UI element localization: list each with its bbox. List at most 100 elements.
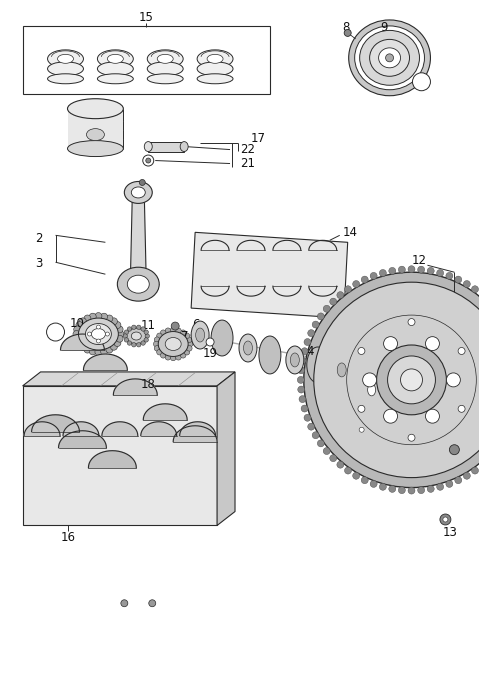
Ellipse shape bbox=[132, 332, 141, 340]
Text: 5: 5 bbox=[386, 368, 393, 382]
Circle shape bbox=[206, 338, 214, 346]
Text: 4: 4 bbox=[306, 346, 313, 359]
Circle shape bbox=[344, 30, 351, 37]
Ellipse shape bbox=[48, 62, 84, 76]
Circle shape bbox=[301, 405, 308, 412]
Ellipse shape bbox=[337, 363, 346, 377]
Circle shape bbox=[144, 330, 148, 335]
Ellipse shape bbox=[207, 55, 223, 63]
Circle shape bbox=[76, 322, 83, 328]
Circle shape bbox=[446, 373, 460, 387]
Ellipse shape bbox=[387, 356, 435, 404]
Polygon shape bbox=[173, 426, 217, 442]
Circle shape bbox=[96, 325, 100, 329]
Polygon shape bbox=[23, 372, 235, 386]
Text: 6: 6 bbox=[192, 317, 200, 331]
Ellipse shape bbox=[197, 74, 233, 83]
Circle shape bbox=[165, 328, 171, 333]
Circle shape bbox=[418, 486, 425, 493]
Circle shape bbox=[84, 346, 91, 353]
Polygon shape bbox=[60, 334, 104, 350]
Text: 19: 19 bbox=[203, 348, 217, 360]
Text: 8: 8 bbox=[342, 21, 349, 34]
Text: 11: 11 bbox=[141, 319, 156, 332]
Circle shape bbox=[156, 333, 162, 339]
Circle shape bbox=[187, 346, 192, 351]
Circle shape bbox=[76, 339, 83, 346]
Ellipse shape bbox=[368, 384, 376, 396]
Circle shape bbox=[160, 353, 166, 358]
Circle shape bbox=[298, 386, 305, 393]
Ellipse shape bbox=[259, 336, 281, 374]
Circle shape bbox=[180, 330, 186, 335]
Circle shape bbox=[323, 305, 330, 313]
Circle shape bbox=[187, 342, 193, 347]
Circle shape bbox=[149, 600, 156, 607]
Circle shape bbox=[106, 346, 113, 353]
Ellipse shape bbox=[196, 328, 204, 342]
Circle shape bbox=[124, 330, 129, 335]
Circle shape bbox=[384, 337, 397, 351]
Ellipse shape bbox=[377, 345, 446, 415]
Ellipse shape bbox=[165, 337, 181, 351]
Ellipse shape bbox=[147, 62, 183, 76]
Circle shape bbox=[463, 281, 470, 288]
Polygon shape bbox=[191, 233, 348, 318]
Ellipse shape bbox=[243, 341, 252, 355]
Text: 9: 9 bbox=[380, 21, 387, 34]
Circle shape bbox=[357, 425, 367, 435]
Circle shape bbox=[74, 335, 81, 342]
Circle shape bbox=[139, 179, 145, 186]
Circle shape bbox=[458, 405, 465, 413]
Ellipse shape bbox=[290, 353, 300, 367]
Ellipse shape bbox=[58, 55, 73, 63]
Text: A: A bbox=[419, 77, 424, 86]
Ellipse shape bbox=[147, 50, 183, 68]
Circle shape bbox=[124, 337, 129, 342]
Circle shape bbox=[116, 326, 123, 333]
Circle shape bbox=[384, 409, 397, 423]
Text: 12: 12 bbox=[412, 254, 427, 267]
Circle shape bbox=[345, 467, 351, 474]
Circle shape bbox=[297, 377, 304, 384]
Text: 16: 16 bbox=[61, 531, 76, 544]
Ellipse shape bbox=[97, 62, 133, 76]
Circle shape bbox=[330, 455, 337, 462]
Polygon shape bbox=[141, 422, 177, 436]
Ellipse shape bbox=[132, 187, 145, 198]
Circle shape bbox=[463, 472, 470, 480]
Text: A: A bbox=[52, 328, 59, 337]
Circle shape bbox=[96, 339, 100, 343]
Circle shape bbox=[418, 266, 425, 273]
Circle shape bbox=[47, 323, 64, 341]
Ellipse shape bbox=[48, 50, 84, 68]
Circle shape bbox=[363, 373, 377, 387]
Circle shape bbox=[398, 266, 405, 273]
Text: 2: 2 bbox=[35, 232, 42, 245]
Circle shape bbox=[337, 461, 344, 469]
Ellipse shape bbox=[127, 275, 149, 293]
Circle shape bbox=[89, 348, 96, 355]
Circle shape bbox=[74, 326, 81, 333]
Polygon shape bbox=[88, 451, 136, 468]
Circle shape bbox=[170, 327, 176, 333]
Circle shape bbox=[299, 357, 306, 364]
Ellipse shape bbox=[124, 181, 152, 204]
Polygon shape bbox=[217, 372, 235, 526]
Ellipse shape bbox=[355, 26, 424, 90]
Ellipse shape bbox=[239, 334, 257, 362]
Circle shape bbox=[353, 281, 360, 288]
Ellipse shape bbox=[304, 273, 480, 488]
Circle shape bbox=[298, 367, 305, 374]
Bar bbox=[23, 26, 270, 94]
Circle shape bbox=[398, 486, 405, 493]
Circle shape bbox=[95, 313, 102, 319]
Text: 22: 22 bbox=[240, 143, 255, 156]
Ellipse shape bbox=[147, 74, 183, 83]
Ellipse shape bbox=[91, 328, 106, 339]
Circle shape bbox=[184, 333, 190, 339]
Circle shape bbox=[160, 330, 166, 335]
Polygon shape bbox=[59, 431, 107, 448]
Ellipse shape bbox=[307, 347, 329, 383]
Circle shape bbox=[370, 480, 377, 487]
